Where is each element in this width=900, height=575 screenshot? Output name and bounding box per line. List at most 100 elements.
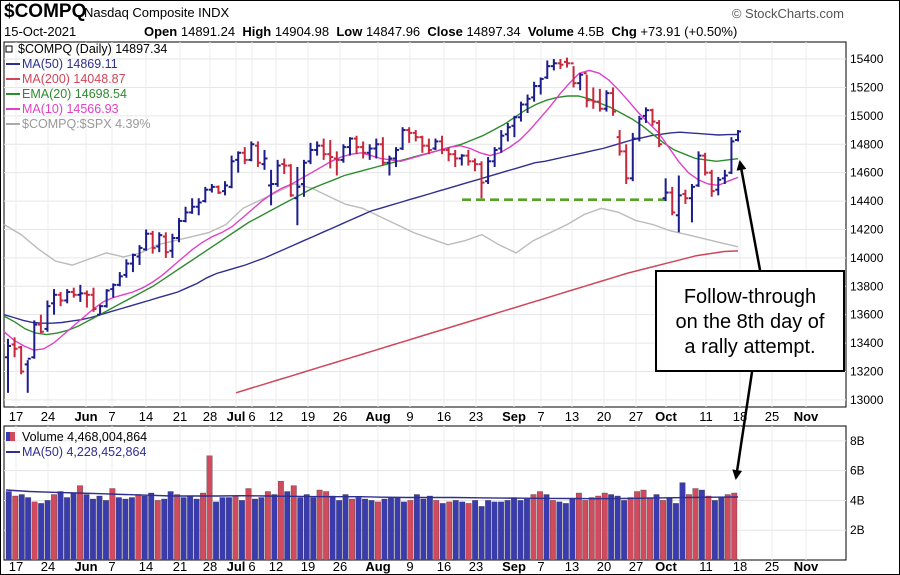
ohlc-bar bbox=[662, 178, 669, 202]
ohlc-bar bbox=[24, 357, 31, 393]
volume-bar bbox=[608, 494, 615, 561]
volume-bar bbox=[303, 494, 310, 561]
volume-x-tick-label: Jun bbox=[74, 559, 97, 574]
volume-bar bbox=[51, 494, 57, 561]
ticker-symbol: $COMPQ bbox=[4, 1, 87, 22]
volume-bar bbox=[537, 491, 543, 561]
ohlc-bar bbox=[537, 77, 544, 95]
volume-bar bbox=[31, 501, 38, 561]
low-value: 14847.96 bbox=[365, 24, 421, 39]
volume-x-tick-label: 24 bbox=[41, 559, 55, 574]
ohlc-bar bbox=[649, 108, 656, 126]
ohlc-bar bbox=[675, 175, 682, 233]
volume-bar bbox=[252, 498, 258, 561]
ohlc-bar bbox=[616, 130, 623, 156]
volume-bar bbox=[375, 501, 381, 561]
ohlc-bar bbox=[695, 151, 702, 187]
ohlc-bar bbox=[432, 138, 439, 150]
volume-legend-entry: MA(50) 4,228,452,864 bbox=[22, 445, 146, 459]
volume-bar bbox=[660, 500, 666, 561]
ohlc-bar bbox=[642, 107, 649, 123]
volume-x-tick-label: 18 bbox=[733, 559, 747, 574]
volume-x-tick-label: Jul bbox=[227, 559, 246, 574]
ohlc-bar bbox=[715, 176, 722, 196]
x-tick-label: 20 bbox=[597, 409, 611, 424]
ohlc-bar bbox=[333, 151, 340, 176]
price-tick-label: 14400 bbox=[850, 194, 884, 208]
volume-bar bbox=[388, 497, 394, 561]
ohlc-bar bbox=[445, 147, 452, 162]
ohlc-bar bbox=[491, 147, 498, 167]
volume-bar bbox=[141, 495, 148, 561]
x-tick-label: 6 bbox=[248, 409, 255, 424]
volume-bar bbox=[329, 495, 336, 561]
volume-bar bbox=[64, 497, 70, 561]
volume-bar bbox=[413, 494, 420, 561]
close-value: 14897.34 bbox=[466, 24, 521, 39]
volume-bar bbox=[439, 503, 446, 561]
price-tick-label: 14600 bbox=[850, 166, 884, 180]
volume-bar bbox=[530, 494, 537, 561]
x-tick-label: 23 bbox=[469, 409, 483, 424]
ohlc-bar bbox=[603, 90, 610, 112]
volume-bar bbox=[498, 501, 504, 561]
volume-bar bbox=[381, 498, 388, 561]
ohlc-bar bbox=[656, 120, 663, 148]
volume-bar bbox=[692, 488, 699, 561]
volume-x-tick-label: 7 bbox=[108, 559, 115, 574]
ohlc-bar bbox=[254, 141, 261, 167]
volume-bar bbox=[161, 498, 168, 561]
volume-bar bbox=[206, 455, 213, 561]
volume-bar bbox=[614, 495, 621, 561]
volume-legend-swatch bbox=[10, 432, 15, 441]
volume-bar bbox=[310, 497, 317, 561]
ma50-line bbox=[3, 131, 739, 324]
volume-x-tick-label: 14 bbox=[139, 559, 153, 574]
volume-bar bbox=[57, 491, 64, 561]
volume-bar bbox=[543, 494, 550, 561]
ohlc-bar bbox=[248, 141, 255, 162]
ohlc-bar bbox=[577, 73, 584, 91]
ohlc-bar bbox=[11, 337, 18, 358]
callout-arrow-price bbox=[736, 160, 762, 271]
volume-bar bbox=[433, 500, 440, 561]
ohlc-bar bbox=[182, 206, 189, 223]
ohlc-bar bbox=[386, 155, 393, 176]
volume-bar bbox=[517, 500, 524, 561]
price-tick-label: 14200 bbox=[850, 222, 884, 236]
ohlc-bar bbox=[143, 229, 150, 251]
ohlc-bar bbox=[169, 233, 176, 258]
volume-bar bbox=[647, 497, 653, 561]
volume-x-tick-label: Nov bbox=[794, 559, 819, 574]
x-tick-label: Jun bbox=[74, 409, 97, 424]
legend-entry: MA(10) 14566.93 bbox=[22, 102, 119, 116]
volume-bar bbox=[420, 498, 427, 561]
ohlc-bar bbox=[44, 300, 51, 332]
ohlc-bar bbox=[307, 142, 314, 165]
ohlc-bar bbox=[51, 289, 58, 315]
x-tick-label: 19 bbox=[301, 409, 315, 424]
volume-x-tick-label: Sep bbox=[502, 559, 526, 574]
x-tick-label: 7 bbox=[108, 409, 115, 424]
price-tick-label: 13400 bbox=[850, 336, 884, 350]
index-name: Nasdaq Composite INDX bbox=[84, 5, 230, 20]
volume-bar bbox=[109, 488, 116, 561]
volume-bar bbox=[673, 503, 679, 561]
x-tick-label: 13 bbox=[565, 409, 579, 424]
ohlc-bar bbox=[353, 135, 360, 155]
ohlc-bar bbox=[557, 59, 564, 69]
ohlc-bar bbox=[524, 94, 531, 114]
volume-bar bbox=[174, 494, 181, 561]
high-value: 14904.98 bbox=[274, 24, 330, 39]
volume-bar bbox=[549, 500, 556, 561]
volume-bar bbox=[297, 497, 304, 561]
chg-label: Chg bbox=[611, 24, 637, 39]
volume-bar bbox=[401, 501, 407, 561]
volume-x-tick-label: 28 bbox=[203, 559, 217, 574]
quote-summary: Open 14891.24 High 14904.98 Low 14847.96… bbox=[144, 24, 737, 39]
volume-x-tick-label: 7 bbox=[537, 559, 544, 574]
ohlc-bar bbox=[162, 232, 169, 258]
volume-bar bbox=[226, 497, 232, 561]
ohlc-bar bbox=[688, 184, 695, 223]
ohlc-bar bbox=[18, 345, 25, 375]
